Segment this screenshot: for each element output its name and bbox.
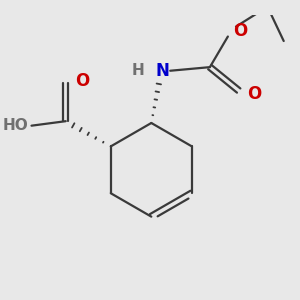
Text: O: O (75, 72, 89, 90)
Text: O: O (233, 22, 248, 40)
Text: N: N (156, 62, 170, 80)
Text: O: O (247, 85, 261, 103)
Text: H: H (131, 63, 144, 78)
Text: HO: HO (2, 118, 28, 133)
